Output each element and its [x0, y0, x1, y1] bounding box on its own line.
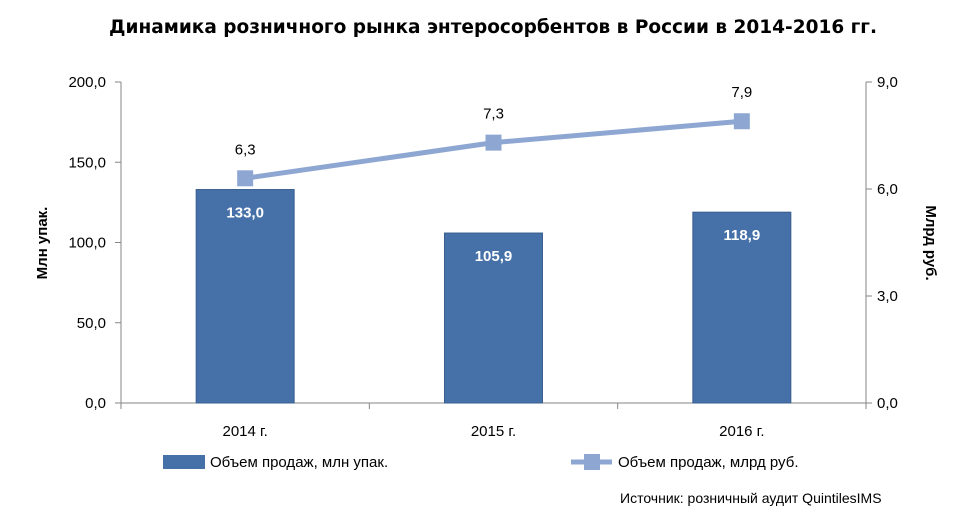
y-tick-label-left: 0,0 [85, 395, 106, 412]
y-tick-label-left: 200,0 [68, 74, 106, 91]
legend-swatch-bar [163, 455, 205, 469]
y-tick-label-left: 100,0 [68, 235, 106, 252]
line-marker [485, 134, 502, 151]
y-axis-title-right: Млрд руб. [922, 205, 939, 280]
x-tick-label: 2014 г. [222, 423, 267, 440]
line-marker [237, 170, 254, 187]
bar [195, 189, 295, 404]
y-tick-label-right: 6,0 [877, 181, 898, 198]
chart-title: Динамика розничного рынка энтеросорбенто… [109, 17, 877, 38]
y-tick-label-left: 150,0 [68, 154, 106, 171]
legend-swatch-marker [584, 454, 600, 470]
line-data-label: 7,9 [731, 84, 752, 101]
bar-data-label: 105,9 [475, 248, 513, 265]
y-tick-label-right: 0,0 [877, 395, 898, 412]
line-series: 6,3 7,3 7,9 [235, 84, 752, 187]
legend-label-bar: Объем продаж, млн упак. [210, 454, 388, 471]
line-data-label: 7,3 [483, 106, 504, 123]
y-axis-title-left: Млн упак. [34, 207, 51, 280]
legend-label-line: Объем продаж, млрд руб. [618, 454, 798, 471]
bar [444, 232, 543, 404]
bar-series: 133,0 105,9 118,9 [195, 189, 792, 404]
y-tick-label-left: 50,0 [77, 315, 106, 332]
x-tick-label: 2016 г. [719, 423, 764, 440]
x-tick-label: 2015 г. [471, 423, 516, 440]
source-note: Источник: розничный аудит QuintilesIMS [620, 490, 882, 506]
bar-data-label: 118,9 [723, 227, 760, 244]
bar [692, 211, 792, 404]
y-tick-label-right: 3,0 [877, 288, 898, 305]
y-tick-label-right: 9,0 [877, 74, 898, 91]
legend: Объем продаж, млн упак. Объем продаж, мл… [163, 454, 798, 471]
line-data-label: 6,3 [235, 141, 256, 158]
line-marker [733, 113, 750, 130]
bar-data-label: 133,0 [226, 205, 264, 222]
